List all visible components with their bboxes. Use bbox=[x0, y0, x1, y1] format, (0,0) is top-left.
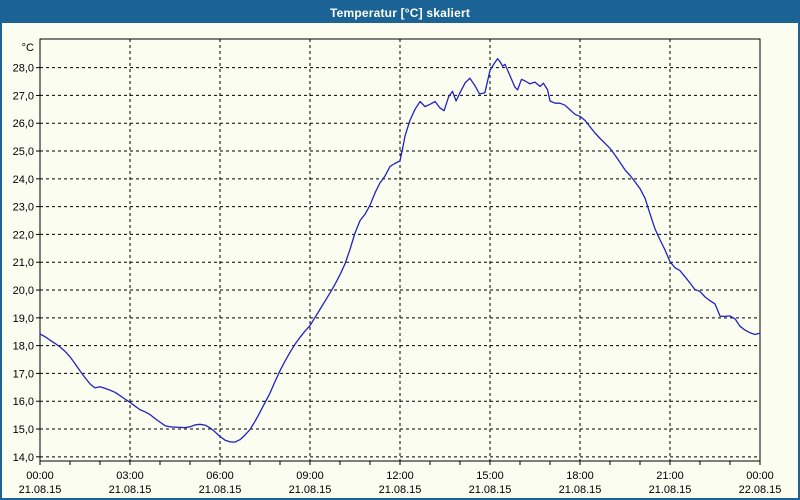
y-tick-label: 18,0 bbox=[13, 341, 34, 353]
x-tick-time-label: 21:00 bbox=[656, 470, 684, 482]
x-tick-date-label: 21.08.15 bbox=[649, 484, 692, 496]
y-tick-label: 19,0 bbox=[13, 313, 34, 325]
y-tick-label: 16,0 bbox=[13, 396, 34, 408]
x-tick-date-label: 21.08.15 bbox=[199, 484, 242, 496]
x-tick-date-label: 21.08.15 bbox=[109, 484, 152, 496]
y-tick-label: 17,0 bbox=[13, 368, 34, 380]
x-tick-time-label: 00:00 bbox=[746, 470, 774, 482]
x-tick-date-label: 21.08.15 bbox=[379, 484, 422, 496]
temperature-chart: 14,0 15,0 16,0 17,0 18,0 19,0 20,0 21,0 22,0 23,0… bbox=[13, 38, 782, 496]
x-tick-date-label: 21.08.15 bbox=[469, 484, 512, 496]
x-tick-time-label: 15:00 bbox=[476, 470, 504, 482]
y-tick-label: 27,0 bbox=[13, 90, 34, 102]
window-title: Temperatur [°C] skaliert bbox=[329, 5, 471, 20]
x-tick-time-label: 18:00 bbox=[566, 470, 594, 482]
x-tick-time-label: 00:00 bbox=[26, 470, 54, 482]
y-tick-label: 24,0 bbox=[13, 174, 34, 186]
y-tick-label: 21,0 bbox=[13, 257, 34, 269]
y-tick-label: 15,0 bbox=[13, 424, 34, 436]
y-tick-label: 22,0 bbox=[13, 229, 34, 241]
x-tick-time-label: 06:00 bbox=[206, 470, 234, 482]
plot-frame bbox=[39, 38, 761, 462]
x-tick-date-label: 21.08.15 bbox=[289, 484, 332, 496]
x-tick-time-label: 09:00 bbox=[296, 470, 324, 482]
y-tick-label: 20,0 bbox=[13, 285, 34, 297]
y-tick-label: 23,0 bbox=[13, 202, 34, 214]
temperature-line bbox=[39, 58, 761, 443]
x-tick-date-label: 21.08.15 bbox=[559, 484, 602, 496]
x-tick-date-label: 21.08.15 bbox=[19, 484, 62, 496]
y-tick-label: 25,0 bbox=[13, 146, 34, 158]
x-tick-date-label: 22.08.15 bbox=[739, 484, 782, 496]
y-tick-label: 26,0 bbox=[13, 118, 34, 130]
y-axis-unit-label: °C bbox=[22, 42, 34, 54]
y-tick-label: 14,0 bbox=[13, 452, 34, 464]
x-tick-time-label: 03:00 bbox=[116, 470, 144, 482]
y-tick-label: 28,0 bbox=[13, 63, 34, 75]
x-tick-time-label: 12:00 bbox=[386, 470, 414, 482]
window-titlebar: Temperatur [°C] skaliert bbox=[2, 2, 798, 23]
